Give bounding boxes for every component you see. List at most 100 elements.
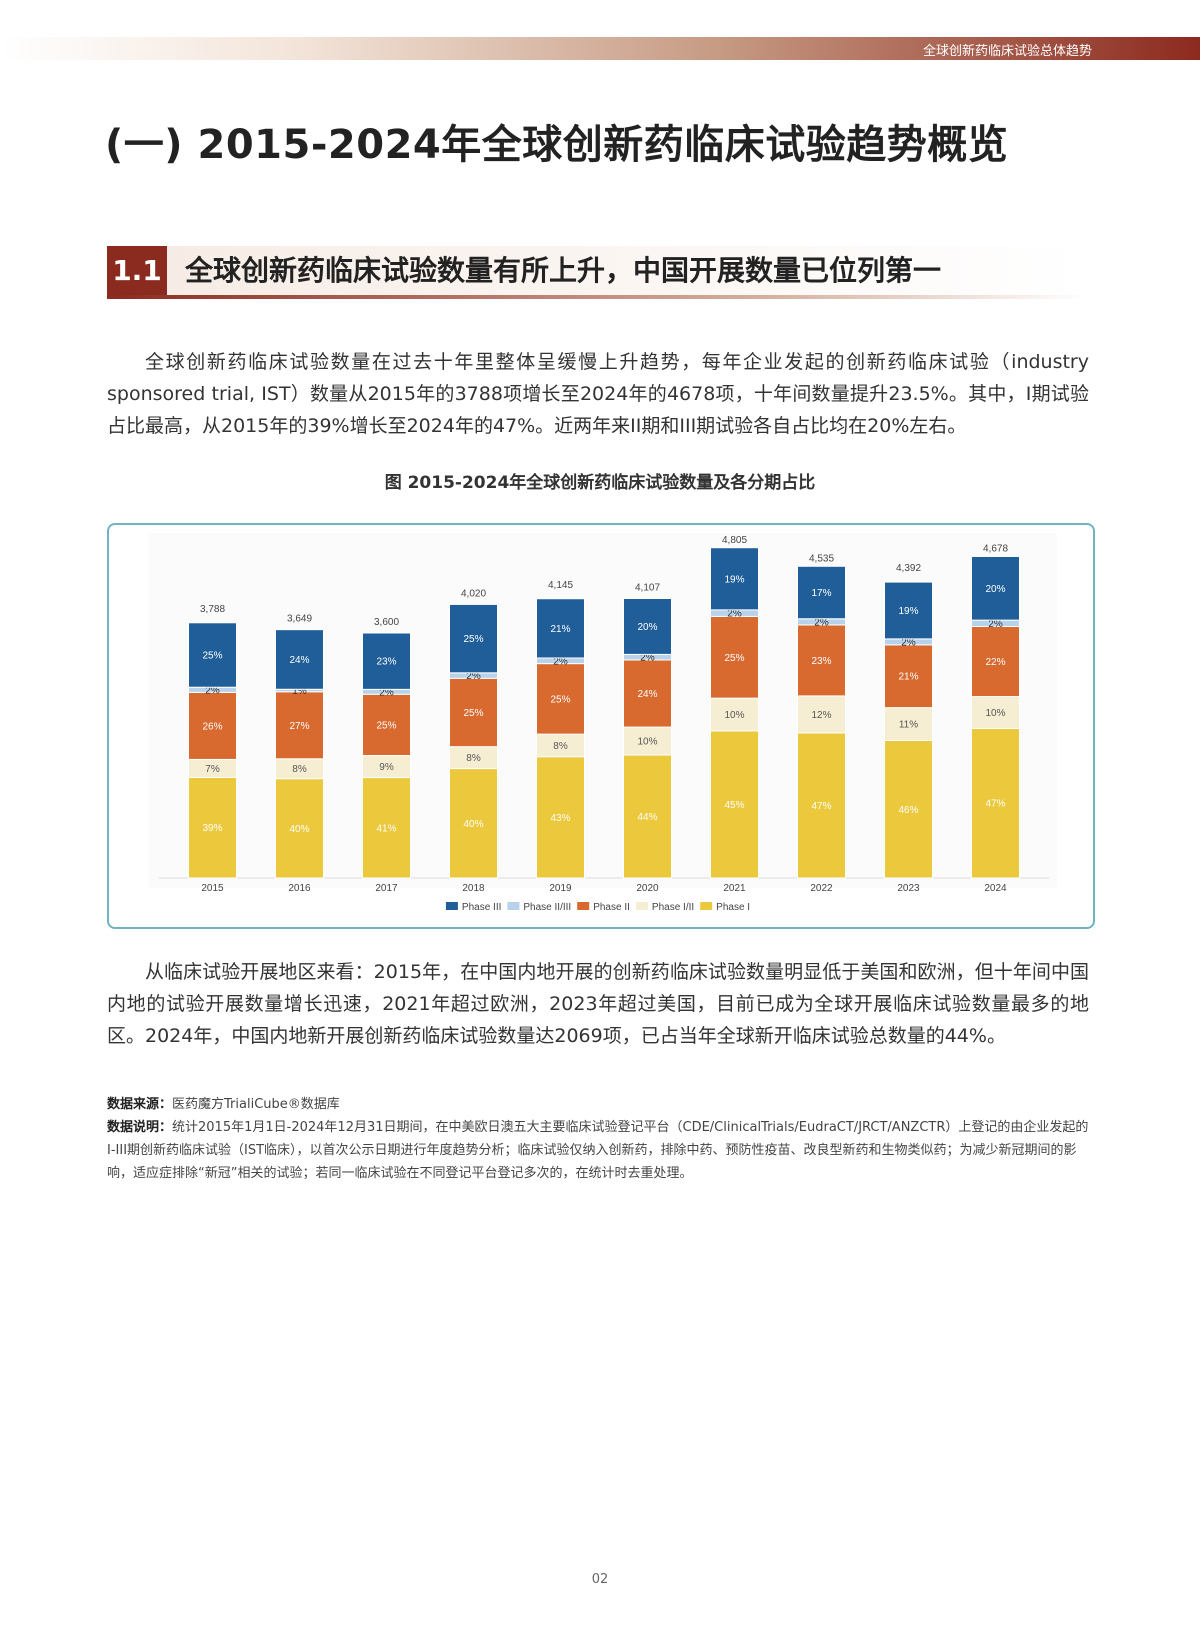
segment-label: 26% [202, 721, 222, 732]
segment-label: 2% [553, 656, 568, 667]
x-tick-label: 2020 [636, 883, 659, 894]
segment-label: 41% [376, 823, 396, 834]
legend-label: Phase II/III [523, 902, 571, 913]
segment-label: 8% [466, 753, 481, 764]
section-number: 1.1 [107, 246, 167, 296]
bar-segment [536, 663, 585, 735]
section-title: 全球创新药临床试验数量有所上升，中国开展数量已位列第一 [185, 254, 942, 287]
x-tick-label: 2021 [723, 883, 746, 894]
page-heading: (一) 2015-2024年全球创新药临床试验趋势概览 [105, 122, 1009, 168]
segment-label: 10% [985, 708, 1005, 719]
segment-label: 2% [205, 685, 220, 696]
legend-swatch [700, 902, 713, 910]
segment-label: 25% [376, 720, 396, 731]
segment-label: 22% [985, 657, 1005, 668]
total-label: 4,678 [983, 544, 1008, 555]
segment-label: 8% [553, 741, 568, 752]
segment-label: 20% [637, 622, 657, 633]
segment-label: 11% [899, 720, 918, 731]
bar-segment [710, 547, 759, 611]
x-tick-label: 2015 [201, 883, 224, 894]
bar-segment [188, 622, 237, 688]
source-text: 医药魔方TrialiCube®数据库 [172, 1097, 340, 1112]
section-underline [107, 295, 1087, 299]
segment-label: 44% [637, 812, 657, 823]
segment-label: 27% [289, 721, 309, 732]
total-label: 4,107 [635, 583, 660, 594]
figure-caption: 图 2015-2024年全球创新药临床试验数量及各分期占比 [384, 473, 816, 493]
header-bar: 全球创新药临床试验总体趋势 [0, 37, 1200, 60]
segment-label: 25% [202, 651, 222, 662]
bar-segment [971, 555, 1020, 621]
segment-label: 43% [550, 813, 570, 824]
bar-segment [362, 777, 411, 879]
bar-segment [884, 740, 933, 879]
legend-swatch [507, 902, 520, 910]
segment-label: 20% [985, 584, 1005, 595]
total-label: 4,535 [809, 553, 834, 564]
legend-label: Phase I [716, 902, 750, 913]
paragraph: 全球创新药临床试验数量在过去十年里整体呈缓慢上升趋势，每年企业发起的创新药临床试… [107, 351, 1089, 437]
bar-segment [623, 754, 672, 879]
total-label: 4,392 [896, 563, 921, 574]
explain-label: 数据说明： [107, 1120, 173, 1135]
source-note: 数据来源：医药魔方TrialiCube®数据库 [107, 1093, 1091, 1116]
segment-label: 9% [379, 762, 394, 773]
segment-label: 8% [292, 764, 307, 775]
segment-label: 2% [466, 671, 481, 682]
segment-label: 47% [985, 799, 1005, 810]
segment-label: 25% [550, 694, 570, 705]
bar-segment [188, 691, 237, 760]
bar-segment [449, 768, 498, 879]
section-heading: 1.1 全球创新药临床试验数量有所上升，中国开展数量已位列第一 [107, 246, 1087, 299]
bar-segment [362, 632, 411, 690]
total-label: 3,600 [374, 617, 399, 628]
bar-segment [449, 677, 498, 748]
bar-segment [623, 659, 672, 728]
segment-label: 12% [811, 710, 831, 721]
total-label: 3,788 [200, 604, 225, 615]
bar-segment [971, 625, 1020, 698]
legend-label: Phase II [593, 902, 630, 913]
paragraph: 从临床试验开展地区来看：2015年，在中国内地开展的创新药临床试验数量明显低于美… [107, 961, 1089, 1047]
legend-swatch [577, 902, 590, 910]
segment-label: 21% [550, 624, 570, 635]
explain-note: 数据说明：统计2015年1月1日-2024年12月31日期间，在中美欧日澳五大主… [107, 1116, 1091, 1185]
legend-label: Phase I/II [652, 902, 694, 913]
total-label: 3,649 [287, 614, 312, 625]
bar-segment [536, 598, 585, 659]
x-tick-label: 2019 [549, 883, 572, 894]
x-tick-label: 2022 [810, 883, 833, 894]
legend-swatch [445, 902, 458, 910]
segment-label: 2% [727, 609, 742, 620]
segment-label: 23% [376, 657, 396, 668]
bar-segment [710, 730, 759, 879]
legend-label: Phase III [462, 902, 501, 913]
segment-label: 21% [898, 672, 918, 683]
bar-segment [710, 697, 759, 732]
bar-segment [275, 629, 324, 690]
bar-segment [275, 778, 324, 879]
bar-segment [188, 776, 237, 879]
segment-label: 7% [205, 764, 220, 775]
explain-text: 统计2015年1月1日-2024年12月31日期间，在中美欧日澳五大主要临床试验… [107, 1120, 1089, 1181]
legend-swatch [635, 902, 648, 910]
bar-segment [275, 691, 324, 760]
segment-label: 47% [811, 801, 831, 812]
segment-label: 2% [379, 687, 394, 698]
total-label: 4,145 [548, 580, 573, 591]
x-tick-label: 2017 [375, 883, 398, 894]
x-tick-label: 2016 [288, 883, 311, 894]
bar-segment [362, 693, 411, 757]
bar-segment [971, 696, 1020, 729]
bar-segment [797, 732, 846, 879]
source-label: 数据来源： [107, 1097, 173, 1112]
segment-label: 24% [289, 655, 309, 666]
x-tick-label: 2024 [984, 883, 1007, 894]
segment-label: 17% [811, 588, 831, 599]
segment-label: 40% [289, 824, 309, 835]
legend: Phase III Phase II/III Phase II Phase I/II P… [445, 902, 750, 913]
segment-label: 40% [463, 819, 483, 830]
bar-segment [884, 581, 933, 640]
